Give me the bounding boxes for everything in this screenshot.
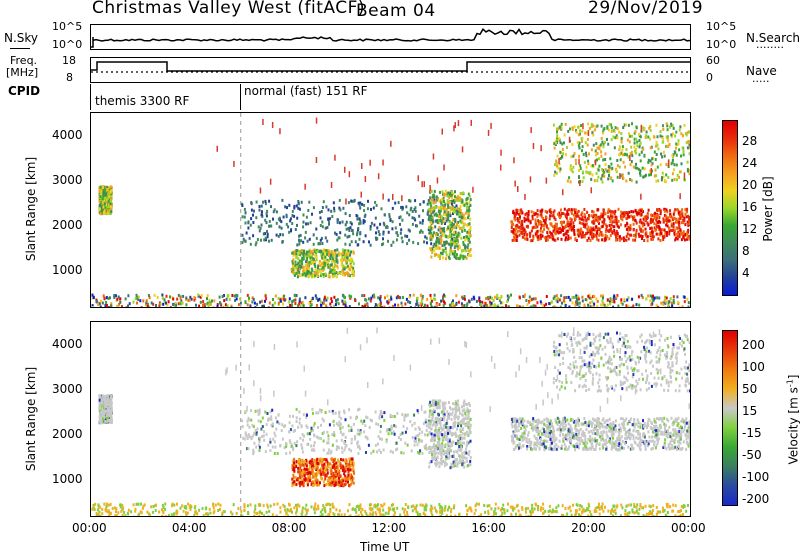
nsearch-legend: ........ — [756, 38, 784, 51]
power-region-2 — [290, 248, 355, 279]
velocity-ytick-1000: 1000 — [52, 471, 83, 486]
power-region-0 — [98, 185, 113, 216]
x-tick-3: 12:00 — [371, 521, 407, 535]
nsky-left-tick-top: 10^5 — [52, 20, 83, 33]
x-tick-4: 16:00 — [471, 521, 506, 535]
date-title: 29/Nov/2019 — [588, 0, 704, 18]
velocity-colorbar-tick-3: 15 — [742, 404, 758, 418]
power-ylabel: Slant Range [km] — [24, 156, 38, 262]
velocity-colorbar-tick-5: -50 — [742, 448, 762, 462]
velocity-speckle — [225, 327, 690, 413]
freq-right-tick-bottom: 0 — [706, 71, 713, 84]
power-colorbar-label: Power [dB] — [761, 176, 775, 242]
cpid-label: CPID — [8, 84, 41, 98]
nsky-left-tick-bottom: 10^0 — [52, 38, 83, 51]
station-title: Christmas Valley West (fitACF) — [92, 0, 366, 18]
power-region-3 — [428, 189, 473, 261]
velocity-region-2 — [291, 457, 356, 488]
velocity-region-3 — [427, 399, 472, 470]
velocity-heatmap — [91, 322, 692, 519]
nsearch-label: N.Search — [746, 31, 800, 45]
velocity-region-0 — [98, 394, 113, 425]
velocity-colorbar-tick-1: 100 — [742, 360, 765, 374]
x-tick-0: 00:00 — [72, 521, 107, 535]
cpid-segment-2: normal (fast) 151 RF — [244, 84, 368, 98]
nsky-right-tick-bottom: 10^0 — [706, 38, 737, 51]
freq-unit-label: [MHz] — [6, 66, 39, 79]
power-heatmap — [91, 113, 692, 310]
velocity-colorbar-tick-0: 200 — [742, 338, 765, 352]
nsky-right-tick-top: 10^5 — [706, 20, 737, 33]
power-colorbar-tick-4: 12 — [742, 222, 758, 236]
power-ytick-1000: 1000 — [52, 262, 83, 277]
x-tick-5: 20:00 — [571, 521, 606, 535]
power-panel — [90, 112, 692, 310]
velocity-colorbar-tick-7: -200 — [742, 492, 770, 506]
power-region-1 — [241, 198, 461, 247]
power-ytick-4000: 4000 — [52, 127, 83, 142]
power-colorbar-tick-5: 8 — [742, 244, 750, 258]
velocity-colorbar-label: Velocity [m s-1] — [785, 374, 800, 465]
x-tick-2: 08:00 — [271, 521, 307, 535]
velocity-ytick-2000: 2000 — [52, 426, 83, 441]
velocity-colorbar-tick-4: -15 — [742, 426, 762, 440]
freq-left-tick-top: 18 — [62, 54, 76, 67]
power-ytick-2000: 2000 — [52, 217, 83, 232]
power-colorbar-tick-2: 20 — [742, 178, 758, 192]
velocity-ytick-4000: 4000 — [52, 336, 83, 351]
power-colorbar-tick-1: 24 — [742, 156, 758, 170]
nave-label: Nave — [746, 64, 777, 78]
cpid-divider-2 — [240, 84, 241, 110]
power-colorbar-tick-6: 4 — [742, 266, 750, 280]
nsky-label: N.Sky — [4, 31, 39, 45]
x-tick-6: 00:00 — [671, 521, 706, 535]
power-colorbar — [722, 120, 738, 296]
nsky-trace — [91, 28, 691, 48]
velocity-ytick-3000: 3000 — [52, 381, 83, 396]
freq-label: Freq. — [10, 54, 38, 67]
freq-trace — [91, 61, 690, 73]
freq-right-tick-top: 60 — [706, 54, 720, 67]
power-colorbar-tick-0: 28 — [742, 134, 758, 148]
velocity-region-4 — [510, 416, 692, 452]
nsky-panel — [90, 24, 691, 50]
beam-title: Beam 04 — [356, 1, 436, 21]
velocity-colorbar-tick-2: 50 — [742, 382, 758, 396]
cpid-segment-1: themis 3300 RF — [95, 94, 190, 108]
x-axis-label: Time UT — [360, 540, 410, 554]
power-region-4 — [510, 207, 692, 243]
velocity-colorbar — [722, 330, 738, 506]
velocity-ylabel: Slant Range [km] — [24, 366, 38, 472]
power-ytick-3000: 3000 — [52, 172, 83, 187]
cpid-divider-1 — [90, 84, 91, 110]
velocity-region-6 — [91, 502, 692, 519]
freq-left-tick-bottom: 8 — [66, 71, 73, 84]
velocity-colorbar-tick-6: -100 — [742, 470, 770, 484]
nave-legend: ..... — [752, 72, 770, 85]
power-speckle — [216, 117, 686, 205]
x-tick-1: 04:00 — [171, 521, 207, 535]
power-region-6 — [91, 293, 690, 310]
freq-panel — [90, 57, 691, 83]
power-region-5 — [552, 122, 691, 184]
power-colorbar-tick-3: 16 — [742, 200, 758, 214]
nsky-label-underline — [10, 48, 30, 49]
velocity-panel — [90, 321, 692, 519]
